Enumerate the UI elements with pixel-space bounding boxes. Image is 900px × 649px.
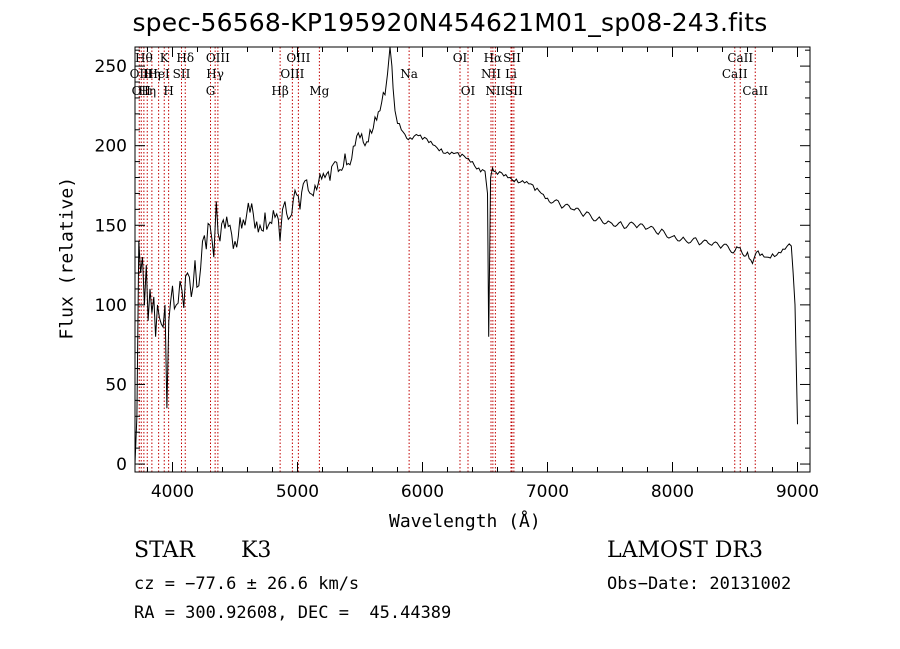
line-label-8: SII [173, 67, 191, 81]
chart-title: spec-56568-KP195920N454621M01_sp08-243.f… [132, 8, 768, 37]
line-label-14: OIII [280, 67, 304, 81]
y-tick-label-3: 150 [95, 216, 127, 236]
spectral-line-markers [138, 47, 756, 472]
y-tick-label-4: 200 [95, 137, 127, 157]
axes [134, 46, 811, 473]
redshift-velocity: cz = −77.6 ± 26.6 km/s [134, 574, 360, 594]
line-label-22: NII [485, 84, 505, 98]
observation-date: Obs−Date: 20131002 [607, 574, 792, 594]
line-label-26: CaII [722, 67, 748, 81]
line-label-0: OII [130, 67, 150, 81]
line-label-4: Hη [143, 67, 161, 81]
line-label-7: H [163, 84, 173, 98]
line-label-3: Hη [138, 84, 156, 98]
coordinates: RA = 300.92608, DEC = 45.44389 [134, 603, 452, 623]
line-label-17: Na [400, 67, 418, 81]
line-label-27: CaII [727, 51, 753, 65]
line-label-10: G [206, 84, 216, 98]
y-tick-label-2: 100 [95, 296, 127, 316]
y-axis-label: Flux (relative) [56, 176, 78, 340]
line-label-5: HeI [147, 67, 170, 81]
line-label-20: NII [481, 67, 501, 81]
line-label-16: Mg [309, 84, 329, 98]
line-label-13: Hβ [271, 84, 288, 98]
tick-labels: 4000 5000 6000 7000 8000 9000 0 50 100 150 200 250 [95, 57, 820, 502]
line-label-6: K [160, 51, 170, 65]
line-label-18: OI [453, 51, 468, 65]
line-label-1: OII [132, 84, 152, 98]
plot-frame [134, 46, 811, 473]
line-label-12: OIII [206, 51, 230, 65]
x-axis-label: Wavelength (Å) [389, 511, 541, 532]
x-tick-label-3: 7000 [526, 482, 569, 502]
x-tick-label-1: 5000 [276, 482, 319, 502]
line-label-24: SII [503, 51, 521, 65]
x-tick-label-5: 9000 [776, 482, 819, 502]
y-tick-label-1: 50 [105, 375, 127, 395]
line-label-28: CaII [742, 84, 768, 98]
x-tick-label-4: 8000 [651, 482, 694, 502]
y-tick-label-0: 0 [116, 455, 127, 475]
line-label-23: Li [505, 67, 517, 81]
line-label-25: SII [505, 84, 523, 98]
line-label-21: Hα [484, 51, 503, 65]
series-0 [134, 46, 798, 465]
line-label-11: Hγ [206, 67, 224, 81]
object-class: STAR [134, 538, 195, 563]
object-subclass: K3 [241, 538, 272, 563]
line-label-2: Hθ [135, 51, 153, 65]
y-tick-label-5: 250 [95, 57, 127, 77]
line-label-19: OI [461, 84, 476, 98]
line-label-9: Hδ [176, 51, 194, 65]
x-tick-label-2: 6000 [401, 482, 444, 502]
spectrum-series [134, 46, 798, 465]
spectral-line-labels: OIIOIIHθHηHηHeIKHSIIHδGHγOIIIHβOIIIOIIIM… [130, 51, 769, 98]
x-tick-label-0: 4000 [151, 482, 194, 502]
line-label-15: OIII [286, 51, 310, 65]
survey-name: LAMOST DR3 [607, 538, 763, 563]
